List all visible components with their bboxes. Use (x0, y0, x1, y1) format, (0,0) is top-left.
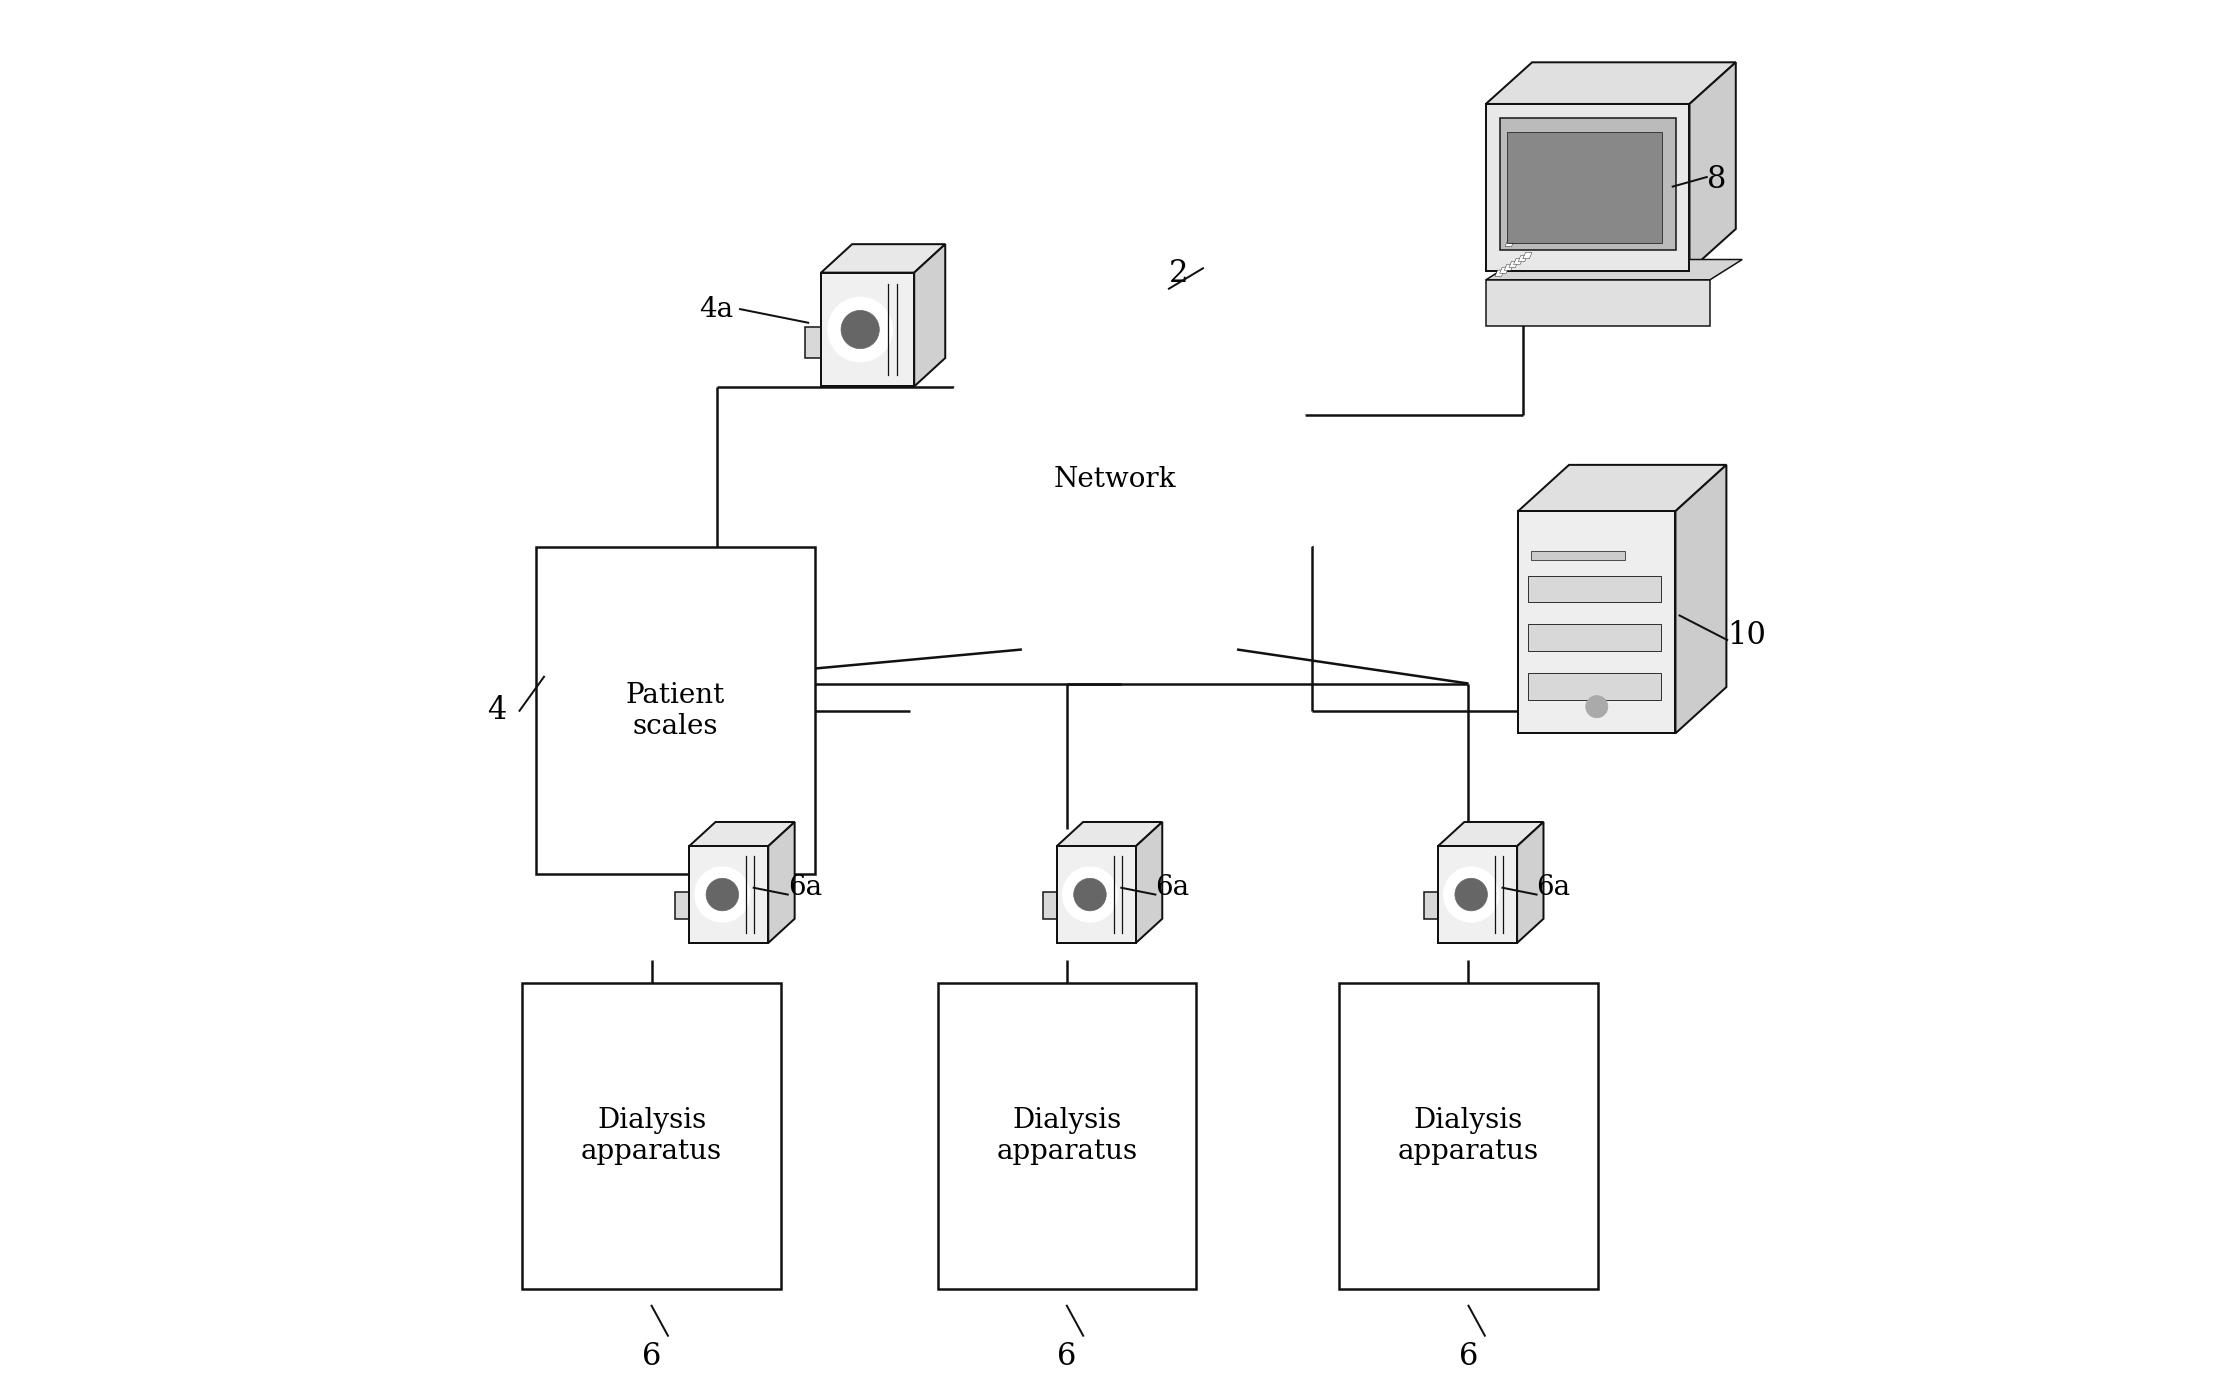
Bar (1487, 104, 1690, 270)
Bar (522, 983, 780, 1289)
Bar (1527, 673, 1661, 700)
Polygon shape (914, 244, 945, 386)
Bar (805, 327, 825, 357)
Circle shape (1063, 868, 1117, 922)
Polygon shape (1690, 62, 1736, 270)
Bar (1340, 983, 1598, 1289)
Circle shape (1585, 696, 1607, 718)
Bar (1527, 575, 1661, 602)
Bar (1043, 893, 1061, 919)
Text: 6a: 6a (787, 875, 823, 901)
Polygon shape (1509, 261, 1518, 268)
Circle shape (1074, 878, 1106, 911)
Polygon shape (1057, 822, 1161, 846)
Polygon shape (1500, 268, 1509, 273)
Circle shape (707, 878, 738, 911)
Text: 2: 2 (1168, 258, 1188, 288)
Bar (1527, 625, 1661, 651)
Polygon shape (1529, 225, 1538, 232)
Polygon shape (1534, 199, 1542, 204)
Text: 4a: 4a (700, 295, 733, 323)
Text: Patient
scales: Patient scales (626, 682, 724, 740)
Polygon shape (1676, 465, 1727, 733)
Text: 6a: 6a (1536, 875, 1571, 901)
Text: 10: 10 (1727, 621, 1765, 651)
Polygon shape (1516, 210, 1525, 217)
Ellipse shape (952, 327, 1128, 495)
Polygon shape (1522, 253, 1531, 258)
Polygon shape (1496, 270, 1505, 276)
Text: 6: 6 (1458, 1341, 1478, 1372)
Polygon shape (1505, 264, 1513, 270)
Circle shape (695, 868, 749, 922)
Text: 6: 6 (642, 1341, 662, 1372)
Polygon shape (769, 822, 796, 943)
Ellipse shape (979, 391, 1250, 567)
Ellipse shape (965, 377, 1264, 581)
Bar (1500, 117, 1676, 250)
Ellipse shape (999, 511, 1148, 647)
Circle shape (1444, 868, 1498, 922)
Polygon shape (1513, 258, 1522, 265)
Polygon shape (1520, 232, 1529, 237)
Polygon shape (1513, 235, 1525, 240)
Ellipse shape (1036, 295, 1221, 472)
Polygon shape (820, 244, 945, 273)
Bar (689, 846, 769, 943)
Bar (1057, 846, 1137, 943)
Bar (1518, 511, 1676, 733)
Text: Dialysis
apparatus: Dialysis apparatus (996, 1107, 1137, 1165)
Polygon shape (689, 822, 796, 846)
Polygon shape (1509, 237, 1518, 243)
Text: Dialysis
apparatus: Dialysis apparatus (582, 1107, 722, 1165)
Bar (675, 893, 693, 919)
Polygon shape (1520, 207, 1529, 214)
Ellipse shape (892, 422, 1050, 563)
Circle shape (1456, 878, 1487, 911)
Ellipse shape (1141, 344, 1306, 498)
Polygon shape (1534, 222, 1542, 229)
Bar (1507, 131, 1661, 243)
Polygon shape (1487, 62, 1736, 104)
Bar (938, 983, 1197, 1289)
Polygon shape (1542, 193, 1551, 199)
Polygon shape (1518, 465, 1727, 511)
Bar (1487, 280, 1710, 326)
Polygon shape (1137, 822, 1161, 943)
Text: 6: 6 (1057, 1341, 1077, 1372)
Polygon shape (1525, 204, 1534, 210)
Text: 4: 4 (486, 696, 506, 726)
Polygon shape (1438, 822, 1542, 846)
Bar (820, 273, 914, 386)
Ellipse shape (921, 482, 1063, 613)
Polygon shape (1487, 259, 1743, 280)
Bar (1438, 846, 1518, 943)
Polygon shape (1538, 196, 1547, 201)
Ellipse shape (1159, 505, 1288, 625)
Polygon shape (1518, 255, 1527, 262)
Bar (535, 548, 816, 874)
Text: 6a: 6a (1155, 875, 1190, 901)
Text: 8: 8 (1707, 164, 1725, 196)
Polygon shape (1529, 201, 1538, 207)
Circle shape (840, 310, 878, 349)
Text: Network: Network (1052, 466, 1177, 493)
Text: Dialysis
apparatus: Dialysis apparatus (1398, 1107, 1538, 1165)
Polygon shape (1525, 229, 1534, 235)
Circle shape (829, 298, 892, 362)
Polygon shape (1505, 240, 1513, 246)
Ellipse shape (1208, 418, 1349, 555)
Bar (1531, 551, 1625, 560)
Bar (1424, 893, 1442, 919)
Polygon shape (1518, 822, 1542, 943)
